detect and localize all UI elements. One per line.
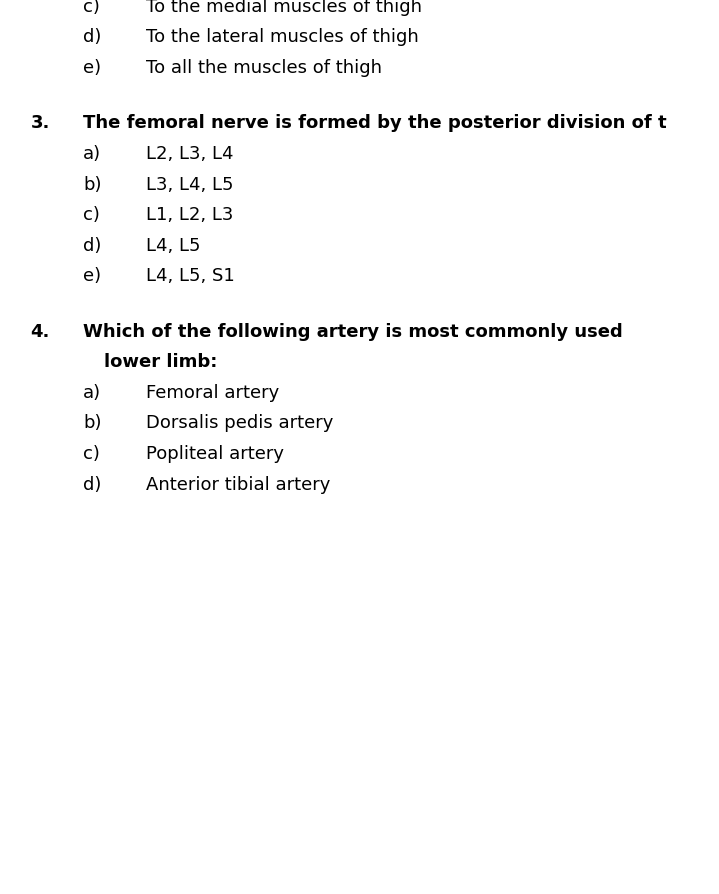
Text: d): d) <box>83 236 101 255</box>
Text: The femoral nerve is formed by the posterior division of t: The femoral nerve is formed by the poste… <box>83 114 667 132</box>
Text: Dorsalis pedis artery: Dorsalis pedis artery <box>146 414 333 432</box>
Text: L4, L5, S1: L4, L5, S1 <box>146 267 234 285</box>
Text: b): b) <box>83 175 102 193</box>
Text: lower limb:: lower limb: <box>104 353 218 371</box>
Text: e): e) <box>83 267 101 285</box>
Text: a): a) <box>83 384 101 401</box>
Text: d): d) <box>83 475 101 493</box>
Text: c): c) <box>83 0 100 16</box>
Text: d): d) <box>83 29 101 46</box>
Text: c): c) <box>83 444 100 462</box>
Text: Femoral artery: Femoral artery <box>146 384 279 401</box>
Text: L3, L4, L5: L3, L4, L5 <box>146 175 234 193</box>
Text: 4.: 4. <box>30 323 50 341</box>
Text: e): e) <box>83 59 101 77</box>
Text: b): b) <box>83 414 102 432</box>
Text: L2, L3, L4: L2, L3, L4 <box>146 145 234 163</box>
Text: Anterior tibial artery: Anterior tibial artery <box>146 475 330 493</box>
Text: Which of the following artery is most commonly used: Which of the following artery is most co… <box>83 323 623 341</box>
Text: To all the muscles of thigh: To all the muscles of thigh <box>146 59 382 77</box>
Text: To the medial muscles of thigh: To the medial muscles of thigh <box>146 0 422 16</box>
Text: Popliteal artery: Popliteal artery <box>146 444 284 462</box>
Text: a): a) <box>83 145 101 163</box>
Text: To the lateral muscles of thigh: To the lateral muscles of thigh <box>146 29 418 46</box>
Text: c): c) <box>83 206 100 224</box>
Text: L4, L5: L4, L5 <box>146 236 201 255</box>
Text: 3.: 3. <box>30 114 50 132</box>
Text: L1, L2, L3: L1, L2, L3 <box>146 206 233 224</box>
